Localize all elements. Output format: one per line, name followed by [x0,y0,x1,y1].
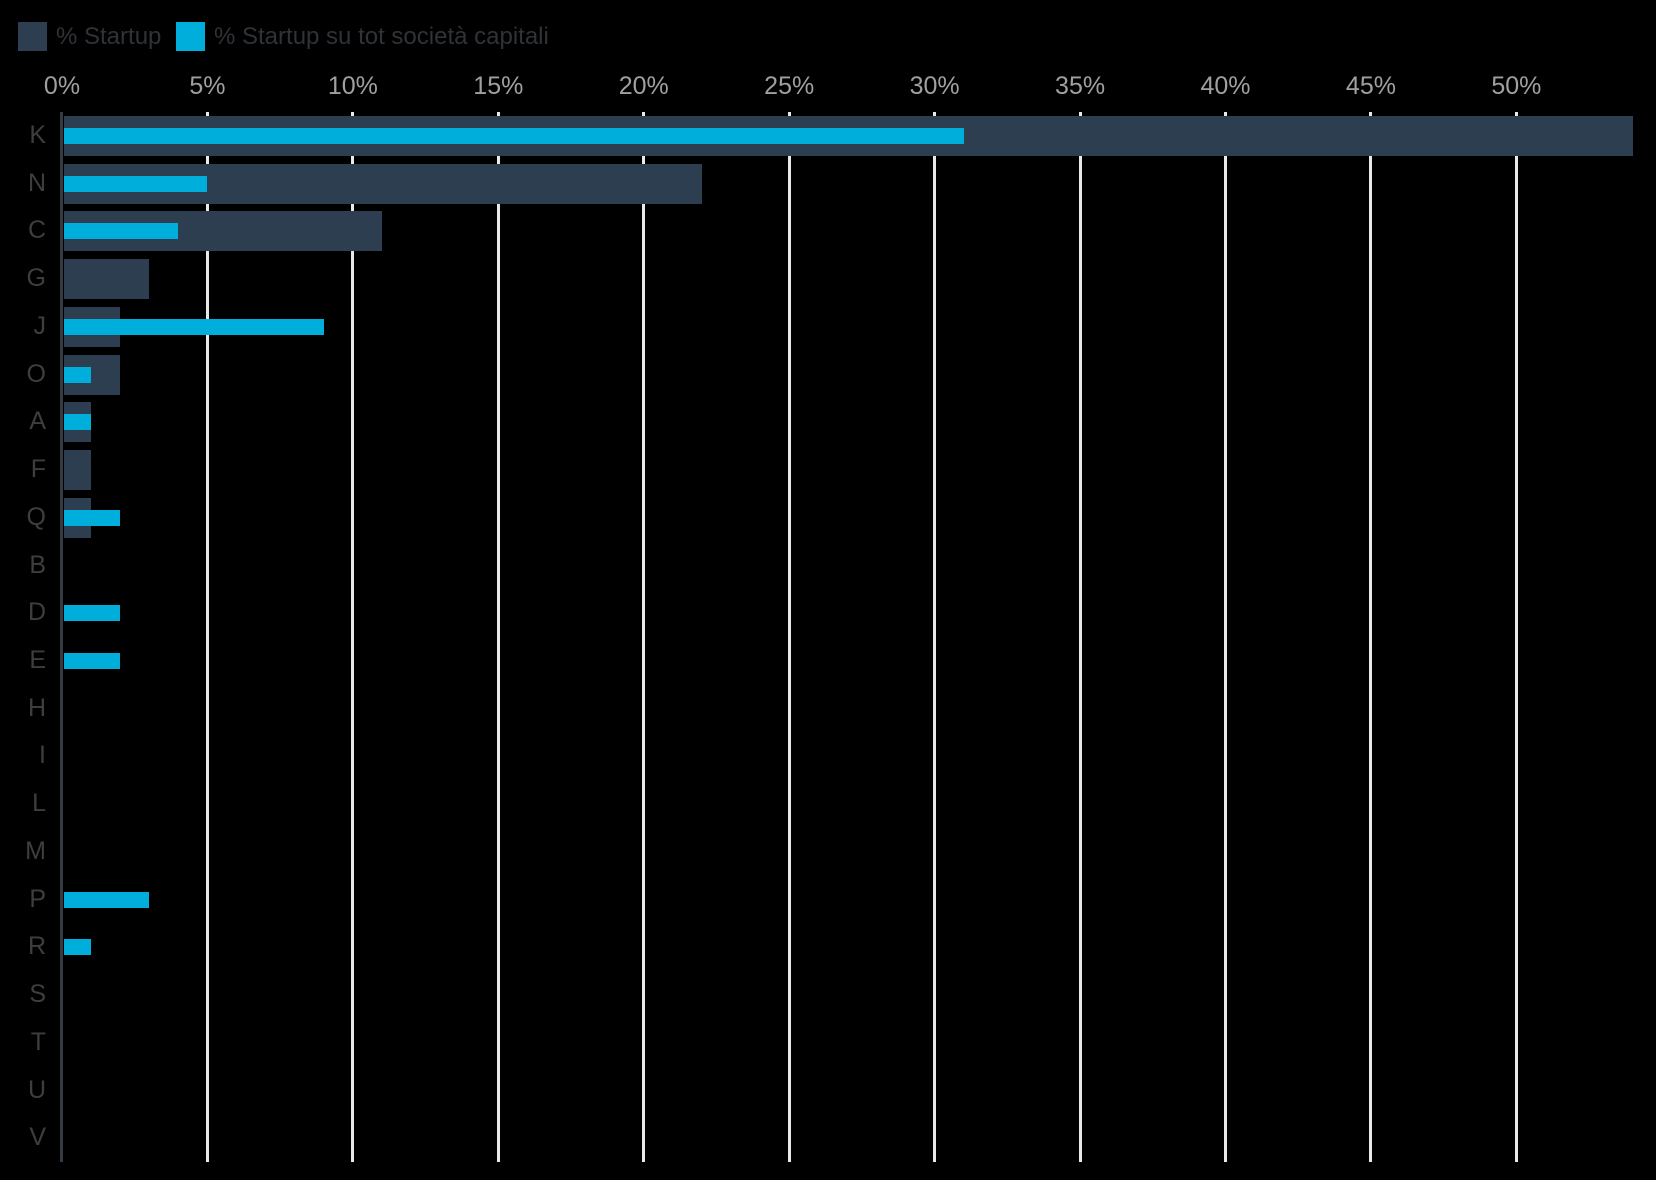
gridline [933,112,937,1162]
gridline [205,112,209,1162]
category-label: O [26,359,46,388]
category-label: A [29,407,46,436]
gridline [351,112,355,1162]
legend-swatch-startup [18,22,47,51]
legend-swatch-startup-su-tot [176,22,205,51]
bar-startup-su-tot [64,414,92,431]
bar-startup [64,259,150,300]
category-label: I [39,741,46,770]
gridline [787,112,791,1162]
bar-startup-su-tot [64,605,121,622]
category-label: Q [26,502,46,531]
bar-startup-su-tot [64,175,208,192]
y-axis-line [60,112,63,1162]
x-tick-label: 25% [764,72,815,100]
category-label: T [30,1027,46,1056]
category-label: N [27,168,46,197]
category-label: E [29,646,46,674]
bar-startup-su-tot [64,939,92,956]
x-tick-label: 40% [1200,72,1251,100]
x-tick-label: 35% [1055,72,1106,100]
legend-label-startup-su-tot: % Startup su tot società capitali [214,22,549,50]
category-label: H [27,693,46,722]
category-label: S [29,980,46,1009]
gridline [1369,112,1373,1162]
x-tick-label: 30% [909,72,960,100]
gridline [642,112,646,1162]
category-label: P [29,884,46,913]
category-label: K [29,121,46,149]
x-tick-label: 10% [327,72,378,100]
x-tick-label: 45% [1345,72,1396,100]
x-tick-label: 50% [1491,72,1542,100]
gridline [1224,112,1227,1162]
bar-startup-su-tot [64,652,121,669]
category-label: B [29,550,46,579]
x-tick-label: 5% [189,72,226,100]
legend-item-startup: % Startup [18,22,161,51]
bar-startup-su-tot [64,318,324,335]
category-label: C [27,216,46,245]
bar-startup [64,449,92,490]
category-label: G [26,264,46,293]
bar-startup-su-tot [64,891,150,908]
category-label: V [29,1123,46,1152]
gridline [496,112,500,1162]
category-label: F [30,455,46,484]
x-tick-label: 20% [618,72,669,100]
bar-startup-su-tot [64,509,121,526]
category-label: D [27,598,46,627]
gridline [1514,112,1518,1162]
category-label: R [27,932,46,961]
bar-startup-su-tot [64,223,179,240]
category-label: U [27,1075,46,1104]
bar-startup-su-tot [64,127,964,144]
legend-item-startup-su-tot: % Startup su tot società capitali [176,22,549,51]
legend-label-startup: % Startup [56,22,162,50]
x-tick-label: 15% [473,72,524,100]
x-tick-label: 0% [43,72,81,100]
category-label: J [33,311,47,340]
bar-startup-su-tot [64,366,92,383]
category-label: M [25,836,46,865]
gridline [1078,112,1082,1162]
category-label: L [32,789,46,818]
